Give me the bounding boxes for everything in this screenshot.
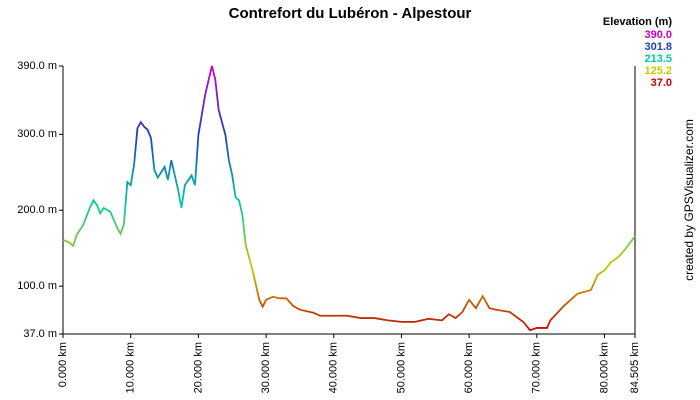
x-tick-label: 20.000 km (192, 342, 204, 393)
legend-entry: 390.0 (644, 29, 672, 41)
y-tick-label: 200.0 m (17, 204, 57, 216)
x-tick-label: 40.000 km (328, 342, 340, 393)
legend-title: Elevation (m) (603, 16, 672, 28)
x-tick-label: 70.000 km (531, 342, 543, 393)
x-tick-label: 50.000 km (395, 342, 407, 393)
y-tick-label: 390.0 m (17, 60, 57, 72)
x-tick-label: 84.505 km (629, 342, 641, 393)
y-tick-label: 100.0 m (17, 280, 57, 292)
y-tick-label: 37.0 m (23, 328, 57, 340)
x-tick-label: 80.000 km (598, 342, 610, 393)
x-tick-label: 10.000 km (125, 342, 137, 393)
x-tick-label: 0.000 km (57, 342, 69, 387)
x-tick-label: 30.000 km (260, 342, 272, 393)
chart-title: Contrefort du Lubéron - Alpestour (229, 5, 472, 22)
legend-entry: 213.5 (644, 53, 672, 65)
watermark: created by GPSVisualizer.com (682, 119, 696, 281)
elevation-line (62, 65, 636, 332)
legend-entry: 125.2 (644, 65, 672, 77)
legend-entry: 37.0 (651, 77, 672, 89)
axis-frame (62, 66, 636, 335)
x-tick-label: 60.000 km (463, 342, 475, 393)
y-tick-label: 300.0 m (17, 128, 57, 140)
legend-entry: 301.8 (644, 41, 672, 53)
